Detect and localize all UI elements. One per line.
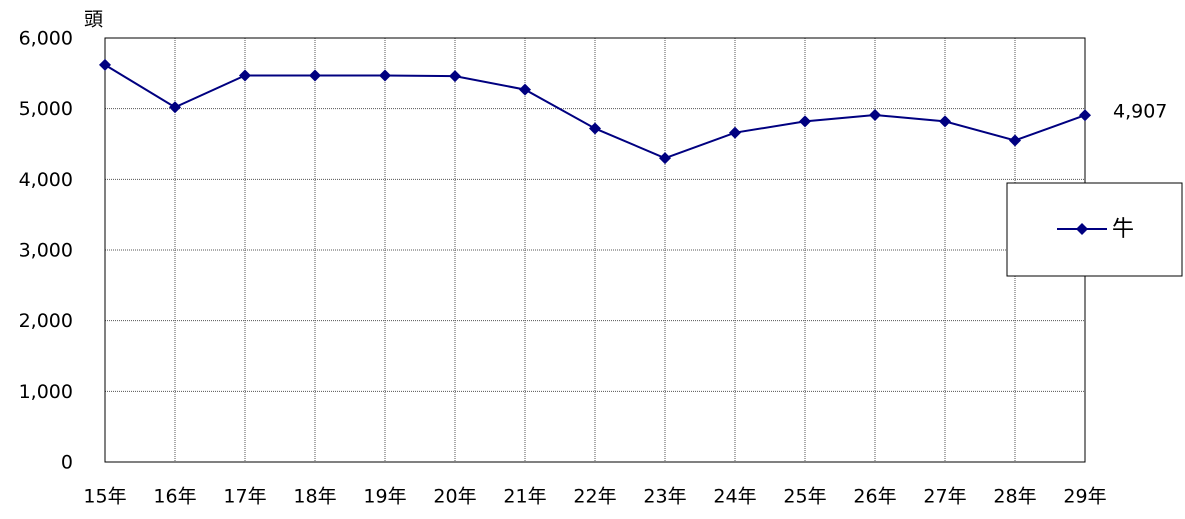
point-marker	[799, 115, 811, 128]
x-tick-label: 21年	[503, 486, 546, 508]
y-tick-label: 0	[61, 452, 73, 474]
x-tick-label: 26年	[853, 486, 896, 508]
x-tick-label: 16年	[153, 486, 196, 508]
x-tick-label: 15年	[83, 486, 126, 508]
x-tick-label: 27年	[923, 486, 966, 508]
x-tick-label: 23年	[643, 486, 686, 508]
point-marker	[379, 69, 391, 82]
y-tick-label: 5,000	[19, 98, 73, 120]
y-tick-label: 3,000	[19, 240, 73, 262]
x-tick-label: 20年	[433, 486, 476, 508]
y-tick-label: 4,000	[19, 169, 73, 191]
point-marker	[869, 109, 881, 122]
point-marker	[169, 101, 181, 114]
x-tick-label: 17年	[223, 486, 266, 508]
x-tick-label: 22年	[573, 486, 616, 508]
point-marker	[99, 58, 111, 71]
x-tick-label: 25年	[783, 486, 826, 508]
point-marker	[309, 69, 321, 82]
x-tick-label: 29年	[1063, 486, 1106, 508]
point-marker	[589, 122, 601, 135]
x-tick-label: 18年	[293, 486, 336, 508]
x-tick-label: 19年	[363, 486, 406, 508]
point-marker	[449, 70, 461, 83]
point-marker	[939, 115, 951, 128]
y-tick-label: 1,000	[19, 381, 73, 403]
y-unit: 頭	[84, 9, 103, 31]
legend: 牛	[1006, 182, 1183, 277]
x-tick-label: 28年	[993, 486, 1036, 508]
point-marker	[729, 126, 741, 139]
point-marker	[1009, 134, 1021, 147]
legend-label: 牛	[1112, 217, 1134, 242]
x-tick-label: 24年	[713, 486, 756, 508]
y-tick-label: 2,000	[19, 310, 73, 332]
point-marker	[659, 152, 671, 165]
point-marker	[1079, 109, 1091, 122]
point-marker	[519, 83, 531, 96]
data-label: 4,907	[1113, 101, 1167, 123]
legend-marker	[1076, 223, 1088, 235]
y-tick-label: 6,000	[19, 28, 73, 50]
point-marker	[239, 69, 251, 82]
